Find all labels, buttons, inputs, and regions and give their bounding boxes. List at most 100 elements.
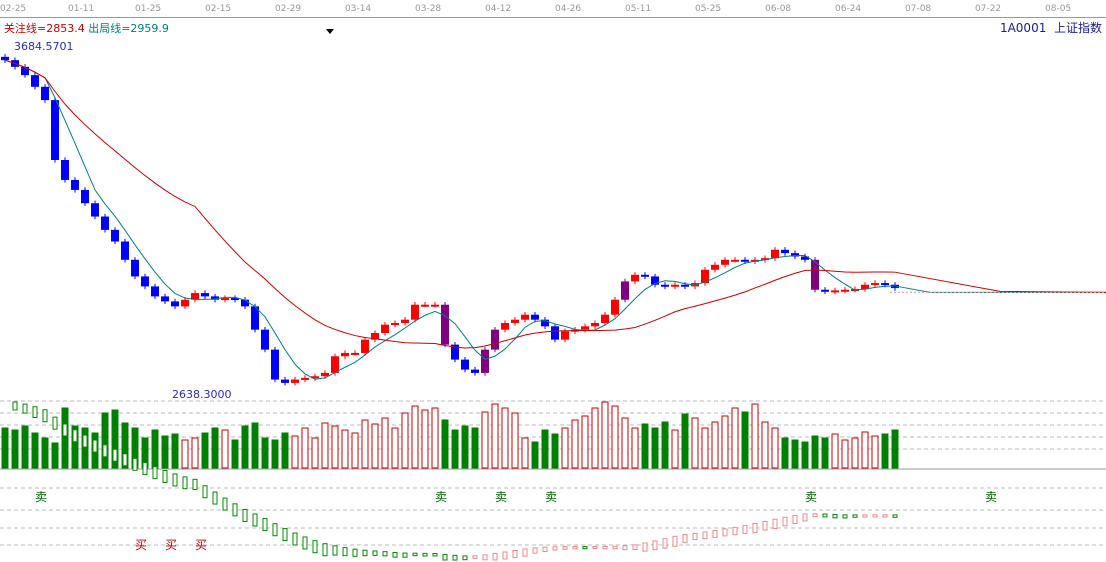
candle	[831, 290, 839, 293]
volume-bar	[771, 427, 779, 469]
volume-bar	[641, 423, 649, 469]
indicator-bar	[222, 497, 228, 511]
date-tick: 04-12	[485, 4, 512, 14]
volume-bar	[231, 439, 239, 469]
indicator-bar	[802, 513, 808, 522]
volume-bar	[211, 427, 219, 469]
signal-label: 买	[165, 538, 178, 552]
volume-bar	[321, 422, 329, 469]
volume-bar	[161, 435, 169, 469]
date-axis: 02-25 01-11 01-25 02-15 02-29 03-14 03-28 04-12…	[0, 0, 1106, 18]
indicator-bar	[182, 476, 188, 490]
candle	[321, 372, 329, 377]
indicator-bar	[872, 514, 878, 518]
volume-bar	[281, 432, 289, 469]
indicator-bar	[62, 423, 68, 437]
volume-bar	[681, 413, 689, 469]
indicator-bar	[102, 444, 108, 458]
volume-bar	[611, 405, 619, 469]
candle	[261, 329, 269, 350]
volume-bar	[701, 427, 709, 469]
indicator-bar	[472, 555, 478, 559]
indicator-bar	[282, 528, 288, 542]
signal-label: 买	[195, 538, 208, 552]
candle	[681, 284, 689, 287]
candle	[281, 379, 289, 383]
indicator-bar	[572, 545, 578, 550]
candle	[861, 284, 869, 290]
indicator-bar	[492, 552, 498, 561]
date-tick: 03-14	[345, 4, 372, 14]
volume-bar	[861, 431, 869, 469]
indicator-bar	[12, 401, 18, 411]
indicator-bar	[732, 526, 738, 536]
date-tick: 05-11	[625, 4, 652, 14]
volume-bar	[381, 417, 389, 469]
indicator-legend: 关注线=2853.4 出局线=2959.9	[4, 20, 169, 36]
indicator-bar	[312, 540, 318, 554]
indicator-bar	[272, 523, 278, 537]
volume-bar	[781, 437, 789, 469]
candle	[641, 274, 649, 277]
volume-bar	[181, 439, 189, 469]
indicator-bar	[582, 546, 588, 550]
candle	[271, 349, 279, 380]
indicator-bar	[852, 514, 858, 518]
volume-bar	[761, 421, 769, 469]
volume-bar	[41, 437, 49, 469]
candle	[411, 304, 419, 320]
dropdown-triangle-icon[interactable]	[326, 29, 334, 34]
candle	[701, 269, 709, 284]
volume-bar	[11, 429, 19, 469]
volume-bar	[811, 435, 819, 469]
indicator-bar	[832, 513, 838, 519]
candle	[471, 369, 479, 373]
candle	[451, 344, 459, 360]
indicator-bar	[52, 416, 58, 430]
signal-label: 卖	[545, 490, 558, 504]
volume-bar	[711, 421, 719, 469]
candle	[651, 276, 659, 285]
indicator-bar	[132, 457, 138, 471]
indicator-bar	[72, 429, 78, 443]
indicator-bar	[552, 546, 558, 551]
candle	[41, 86, 49, 101]
candle	[511, 319, 519, 324]
indicator-bar	[82, 434, 88, 448]
volume-bar	[121, 422, 129, 469]
indicator-bar	[92, 439, 98, 453]
indicator-bar	[292, 532, 298, 546]
volume-bar	[541, 429, 549, 469]
candle	[741, 259, 749, 262]
volume-bar	[411, 405, 419, 469]
candle	[611, 299, 619, 315]
signal-label: 买	[135, 538, 148, 552]
signal-label: 卖	[35, 490, 48, 504]
date-tick: 04-26	[555, 4, 582, 14]
indicator-bar	[442, 554, 448, 561]
volume-bar	[481, 411, 489, 469]
volume-bar	[891, 429, 899, 469]
low-label: 2638.3000	[172, 388, 232, 401]
indicator-bar	[22, 403, 28, 414]
indicator-bar	[742, 525, 748, 534]
candle	[731, 259, 739, 262]
volume-bar	[631, 427, 639, 469]
volume-bar	[461, 425, 469, 469]
date-tick: 05-25	[695, 4, 722, 14]
volume-bar	[791, 439, 799, 469]
volume-bar	[521, 437, 529, 469]
candle	[1, 56, 9, 61]
indicator-bar	[252, 513, 258, 527]
candle	[631, 274, 639, 282]
candle	[211, 296, 219, 300]
candle	[421, 304, 429, 307]
indicator-bar	[452, 554, 458, 561]
volume-bar	[621, 417, 629, 469]
candle	[441, 304, 449, 345]
volume-bar	[201, 432, 209, 469]
candle	[181, 299, 189, 307]
candle	[551, 326, 559, 340]
